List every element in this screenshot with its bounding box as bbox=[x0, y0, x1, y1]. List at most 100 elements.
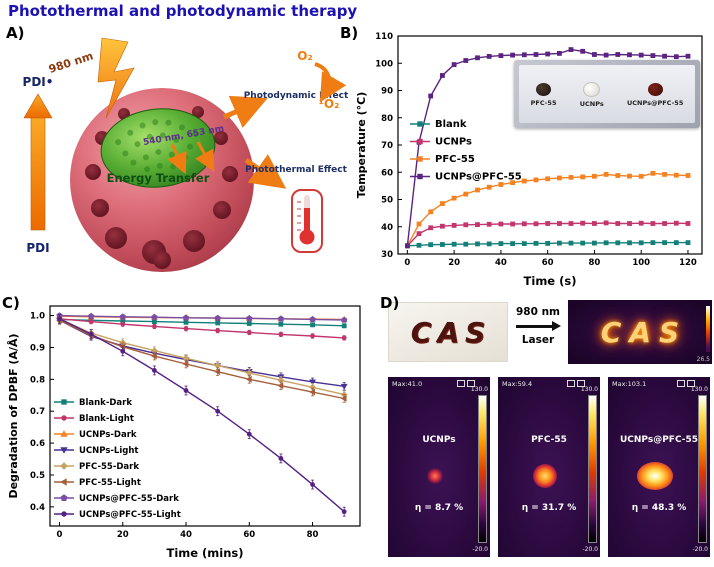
max-temp-readout: Max:59.4 bbox=[502, 380, 533, 388]
scale-min-label: -20.0 bbox=[582, 546, 598, 553]
camera-icon bbox=[677, 380, 685, 387]
thermal-hotspot bbox=[636, 462, 673, 490]
svg-text:0.4: 0.4 bbox=[30, 503, 45, 513]
svg-text:20: 20 bbox=[117, 530, 129, 540]
sample-photo-inset: PFC-55 UCNPs UCNPs@PFC-55 bbox=[514, 60, 700, 128]
max-temp-readout: Max:103.1 bbox=[612, 380, 647, 388]
cas-powder-photo: CAS bbox=[388, 302, 508, 362]
panel-d-label: D) bbox=[380, 294, 400, 312]
inset-label: UCNPs bbox=[579, 100, 604, 108]
nanoparticle-schematic-svg: 980 nm PDI• PDI 540 nm, 653 nm Energy Tr… bbox=[23, 37, 349, 272]
dpbf-degradation-chart: 0 20 40 60 80 0.4 0.5 0.6 0.7 0.8 0.9 1.0 Time (mins… bbox=[4, 298, 372, 564]
svg-text:Time (mins): Time (mins) bbox=[166, 546, 243, 560]
panel-a-label: A) bbox=[6, 24, 25, 42]
panel-b-label: B) bbox=[340, 24, 359, 42]
svg-text:UCNPs@PFC-55-Light: UCNPs@PFC-55-Light bbox=[79, 510, 181, 520]
svg-text:0.9: 0.9 bbox=[30, 343, 45, 353]
svg-text:UCNPs@PFC-55: UCNPs@PFC-55 bbox=[435, 172, 522, 183]
figure-title: Photothermal and photodynamic therapy bbox=[8, 2, 358, 20]
temperature-chart: PFC-55 UCNPs UCNPs@PFC-55 0 20 40 60 80 100 12… bbox=[352, 26, 712, 292]
panel-c-label: C) bbox=[2, 294, 20, 312]
svg-text:0.7: 0.7 bbox=[30, 407, 45, 417]
svg-text:Time (s): Time (s) bbox=[524, 274, 577, 288]
pdi-arrow bbox=[23, 93, 53, 231]
panel-a-schematic: 980 nm PDI• PDI 540 nm, 653 nm Energy Tr… bbox=[2, 22, 350, 294]
svg-text:90: 90 bbox=[381, 87, 393, 97]
sample-name-label: PFC-55 bbox=[531, 434, 567, 445]
scale-min-label: -20.0 bbox=[472, 546, 488, 553]
photodynamic-arrow bbox=[223, 95, 268, 129]
svg-text:PFC-55-Dark: PFC-55-Dark bbox=[79, 462, 139, 472]
svg-text:100: 100 bbox=[632, 258, 650, 268]
svg-text:40: 40 bbox=[495, 258, 507, 268]
sphere-pores bbox=[85, 106, 238, 269]
laser-bolt-icon bbox=[97, 37, 135, 119]
max-temp-readout: Max:41.0 bbox=[392, 380, 423, 388]
temp-corner-readout: 26.5 bbox=[696, 356, 710, 363]
thermal-hotspot bbox=[426, 468, 443, 484]
svg-text:1.0: 1.0 bbox=[30, 312, 45, 322]
photo-icon bbox=[467, 380, 475, 387]
svg-text:50: 50 bbox=[381, 196, 393, 206]
color-scale-bar bbox=[478, 395, 487, 543]
svg-text:110: 110 bbox=[375, 32, 393, 42]
inset-label: PFC-55 bbox=[530, 99, 557, 107]
svg-text:Degradation of DPBF (A/Å): Degradation of DPBF (A/Å) bbox=[7, 333, 20, 498]
svg-text:PFC-55-Light: PFC-55-Light bbox=[79, 478, 141, 488]
svg-text:60: 60 bbox=[542, 258, 554, 268]
camera-ui-icons bbox=[677, 380, 695, 387]
svg-text:80: 80 bbox=[381, 114, 393, 124]
scale-min-label: -20.0 bbox=[692, 546, 708, 553]
svg-text:0: 0 bbox=[404, 258, 410, 268]
emission-arrows bbox=[167, 141, 215, 175]
svg-text:120: 120 bbox=[679, 258, 697, 268]
efficiency-label: η = 8.7 % bbox=[414, 503, 464, 513]
scale-max-label: 130.0 bbox=[470, 386, 488, 393]
svg-text:PFC-55: PFC-55 bbox=[435, 154, 475, 165]
efficiency-label: η = 31.7 % bbox=[521, 503, 577, 513]
cas-thermal-image: CAS 26.5 bbox=[568, 300, 712, 364]
svg-text:60: 60 bbox=[243, 530, 255, 540]
svg-text:UCNPs-Dark: UCNPs-Dark bbox=[79, 430, 137, 440]
svg-text:30: 30 bbox=[381, 250, 393, 260]
laser-arrow-group: 980 nm Laser bbox=[510, 306, 566, 346]
camera-ui-icons bbox=[457, 380, 475, 387]
photodynamic-effect-label: Photodynamic Effect bbox=[244, 91, 349, 101]
scale-max-label: 130.0 bbox=[580, 386, 598, 393]
thermal-camera-ucnps-pfc55: Max:103.1 UCNPs@PFC-55 η = 48.3 % 130.0 … bbox=[608, 377, 710, 557]
svg-text:0.6: 0.6 bbox=[30, 439, 45, 449]
sample-name-label: UCNPs bbox=[422, 434, 456, 445]
singlet-oxygen-label: ¹O₂ bbox=[319, 97, 340, 111]
thermometer-icon bbox=[291, 189, 323, 253]
svg-text:0.8: 0.8 bbox=[30, 375, 45, 385]
thermal-camera-pfc55: Max:59.4 PFC-55 η = 31.7 % 130.0 -20.0 bbox=[498, 377, 600, 557]
pdi-excited-label: PDI• bbox=[23, 75, 54, 89]
scale-max-label: 130.0 bbox=[690, 386, 708, 393]
svg-text:40: 40 bbox=[180, 530, 192, 540]
efficiency-label: η = 48.3 % bbox=[631, 503, 687, 513]
thermal-hotspot bbox=[532, 464, 557, 488]
color-scale-bar bbox=[706, 306, 710, 352]
svg-text:40: 40 bbox=[381, 223, 393, 233]
svg-text:UCNPs: UCNPs bbox=[435, 137, 472, 148]
thermal-camera-ucnps: Max:41.0 UCNPs η = 8.7 % 130.0 -20.0 bbox=[388, 377, 490, 557]
camera-ui-icons bbox=[567, 380, 585, 387]
oxygen-label: O₂ bbox=[297, 49, 312, 63]
sample-name-label: UCNPs@PFC-55 bbox=[619, 434, 699, 445]
photo-icon bbox=[687, 380, 695, 387]
color-scale-bar bbox=[588, 395, 597, 543]
inset-label: UCNPs@PFC-55 bbox=[626, 99, 684, 107]
svg-text:0: 0 bbox=[57, 530, 63, 540]
svg-text:60: 60 bbox=[381, 168, 393, 178]
svg-text:80: 80 bbox=[589, 258, 601, 268]
svg-text:UCNPs-Light: UCNPs-Light bbox=[79, 446, 138, 456]
pdi-label: PDI bbox=[26, 241, 49, 255]
energy-transfer-label: Energy Transfer bbox=[107, 171, 210, 185]
svg-text:80: 80 bbox=[307, 530, 319, 540]
dpbf-chart-svg: 0 20 40 60 80 0.4 0.5 0.6 0.7 0.8 0.9 1.0 Time (mins… bbox=[7, 305, 361, 560]
svg-text:Blank-Light: Blank-Light bbox=[79, 414, 134, 424]
camera-icon bbox=[567, 380, 575, 387]
svg-text:Blank: Blank bbox=[435, 119, 467, 130]
laser-label: Laser bbox=[521, 334, 555, 346]
